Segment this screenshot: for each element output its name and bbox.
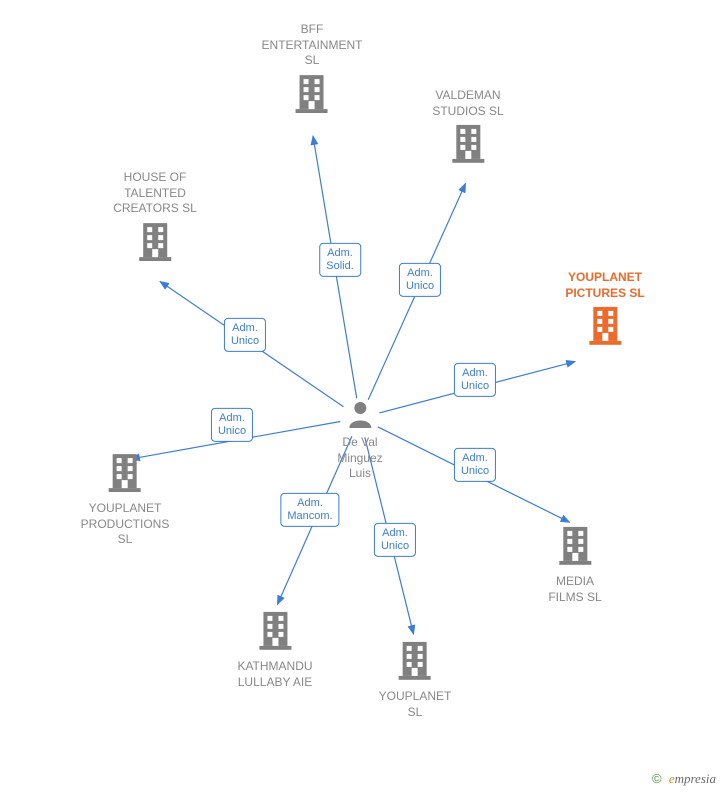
building-icon	[237, 610, 312, 655]
company-node[interactable]: YOUPLANET SL	[379, 640, 452, 720]
building-icon	[113, 221, 197, 266]
edge-label: Adm. Solid.	[319, 243, 361, 277]
center-person-label: De Val Minguez Luis	[337, 435, 382, 482]
building-icon	[379, 640, 452, 685]
company-label: HOUSE OF TALENTED CREATORS SL	[113, 170, 197, 217]
company-label: VALDEMAN STUDIOS SL	[432, 88, 503, 119]
edge-label: Adm. Unico	[399, 263, 441, 297]
edge-label: Adm. Unico	[224, 318, 266, 352]
company-node[interactable]: BFF ENTERTAINMENT SL	[262, 22, 363, 118]
person-icon	[337, 400, 382, 433]
brand-rest: mpresia	[675, 771, 716, 786]
company-label: YOUPLANET PICTURES SL	[565, 270, 644, 301]
building-icon	[565, 305, 644, 350]
building-icon	[262, 73, 363, 118]
building-icon	[548, 525, 601, 570]
company-label: KATHMANDU LULLABY AIE	[237, 659, 312, 690]
building-icon	[432, 123, 503, 168]
edge-label: Adm. Unico	[454, 448, 496, 482]
company-label: YOUPLANET PRODUCTIONS SL	[81, 501, 170, 548]
company-node[interactable]: HOUSE OF TALENTED CREATORS SL	[113, 170, 197, 266]
company-node[interactable]: YOUPLANET PRODUCTIONS SL	[81, 452, 170, 548]
company-label: MEDIA FILMS SL	[548, 574, 601, 605]
edge-label: Adm. Mancom.	[280, 493, 339, 527]
edge-label: Adm. Unico	[454, 363, 496, 397]
company-node[interactable]: MEDIA FILMS SL	[548, 525, 601, 605]
company-label: YOUPLANET SL	[379, 689, 452, 720]
footer-credit: © empresia	[652, 771, 716, 787]
diagram-canvas	[0, 0, 728, 795]
copyright-symbol: ©	[652, 771, 662, 786]
company-node[interactable]: VALDEMAN STUDIOS SL	[432, 88, 503, 168]
edge-label: Adm. Unico	[374, 523, 416, 557]
company-node[interactable]: KATHMANDU LULLABY AIE	[237, 610, 312, 690]
building-icon	[81, 452, 170, 497]
edge-label: Adm. Unico	[211, 408, 253, 442]
company-node[interactable]: YOUPLANET PICTURES SL	[565, 270, 644, 350]
center-person-node[interactable]: De Val Minguez Luis	[337, 400, 382, 482]
company-label: BFF ENTERTAINMENT SL	[262, 22, 363, 69]
